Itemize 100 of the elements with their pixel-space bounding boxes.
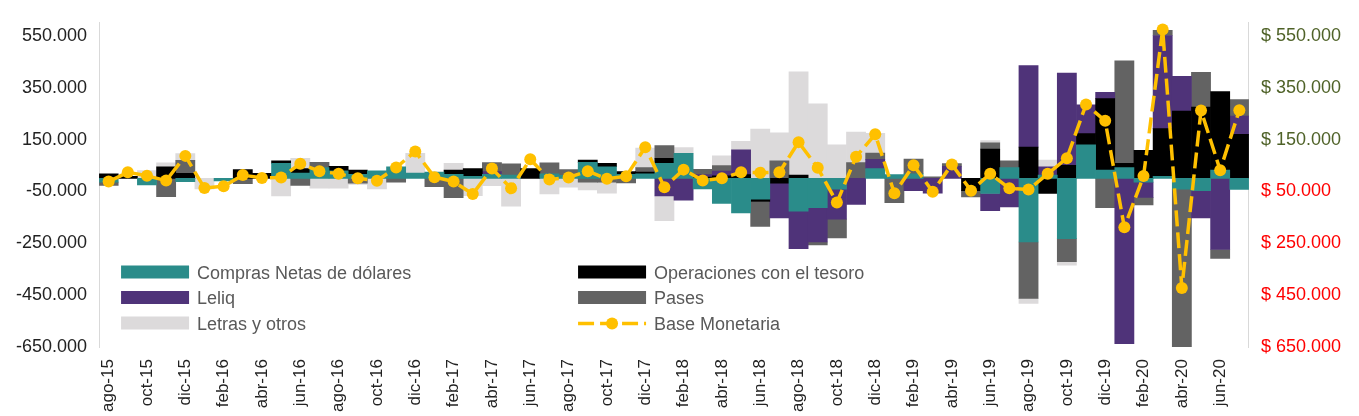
point: [524, 153, 537, 166]
point: [1041, 167, 1054, 180]
bar: [175, 178, 196, 182]
point: [1118, 221, 1131, 234]
bar: [635, 167, 656, 173]
point: [160, 174, 173, 187]
legend-label: Pases: [654, 288, 705, 309]
point: [409, 145, 422, 158]
point: [543, 173, 556, 186]
x-tick-label: feb-17: [443, 359, 463, 408]
point: [466, 188, 479, 201]
bar: [999, 160, 1020, 168]
bar: [1018, 146, 1039, 179]
point: [351, 172, 364, 185]
point: [102, 175, 115, 188]
legend-label: Letras y otros: [197, 313, 307, 334]
point: [332, 167, 345, 180]
point: [1022, 183, 1035, 196]
bar: [750, 201, 771, 227]
x-tick-label: ago-18: [788, 359, 808, 412]
bar: [1095, 178, 1116, 209]
point: [255, 171, 268, 184]
point: [715, 172, 728, 185]
legend-label: Base Monetaria: [654, 313, 782, 334]
x-tick-label: ago-16: [328, 359, 348, 412]
x-tick-label: oct-19: [1056, 359, 1076, 407]
bar: [1210, 249, 1231, 259]
bar: [1056, 238, 1077, 263]
point: [428, 171, 441, 184]
bar: [980, 140, 1001, 144]
x-tick-label: dic-16: [404, 359, 424, 406]
x-tick-label: ago-15: [98, 359, 118, 412]
x-tick-label: feb-19: [903, 359, 923, 408]
y2-tick-label: $ 250.000: [1260, 232, 1341, 253]
legend-label: Operaciones con el tesoro: [654, 262, 865, 283]
point: [121, 166, 134, 179]
point: [1137, 170, 1150, 183]
point: [370, 174, 383, 187]
point: [600, 172, 613, 185]
x-tick-label: feb-18: [673, 359, 693, 408]
point: [869, 128, 882, 141]
point: [179, 149, 192, 162]
point: [485, 162, 498, 175]
point: [945, 158, 958, 171]
y2-tick-label: $ 50.000: [1260, 180, 1331, 201]
x-tick-label: feb-16: [213, 359, 233, 408]
point: [562, 171, 575, 184]
y-tick-label: -450.000: [16, 284, 88, 305]
bar: [673, 147, 694, 154]
point: [620, 170, 633, 183]
x-tick-label: abr-18: [711, 359, 731, 409]
y-tick-label: 550.000: [21, 24, 88, 45]
x-tick-label: abr-17: [481, 359, 501, 409]
bar: [654, 195, 675, 222]
point: [696, 174, 709, 187]
x-tick-label: abr-20: [1171, 359, 1191, 409]
y-tick-label: 150.000: [21, 128, 88, 149]
y-tick-label: -250.000: [16, 232, 88, 253]
x-tick-label: dic-15: [174, 359, 194, 406]
point: [1195, 104, 1208, 117]
point: [965, 184, 978, 197]
bar: [1018, 241, 1039, 299]
bar: [290, 178, 311, 186]
y2-tick-label: $ 550.000: [1260, 24, 1341, 45]
bar: [654, 145, 675, 159]
point: [1099, 114, 1112, 127]
point: [1080, 98, 1093, 111]
point: [850, 150, 863, 163]
point: [1156, 23, 1169, 36]
y2-tick-label: $ 350.000: [1260, 76, 1341, 97]
y-tick-label: -50.000: [26, 180, 88, 201]
point: [217, 180, 230, 193]
point: [811, 161, 824, 174]
x-tick-label: jun-18: [749, 359, 769, 408]
bar: [1191, 72, 1211, 108]
x-tick-label: ago-17: [558, 359, 578, 412]
point: [198, 182, 211, 195]
x-tick-label: abr-16: [251, 359, 271, 409]
point: [1175, 281, 1188, 294]
x-tick-label: ago-19: [1018, 359, 1038, 412]
bar: [271, 160, 292, 164]
bar: [443, 163, 464, 171]
point: [1060, 152, 1073, 165]
bar: [1018, 65, 1039, 148]
x-tick-label: jun-19: [979, 359, 999, 408]
point: [639, 141, 652, 154]
x-tick-label: jun-17: [519, 359, 539, 408]
y2-tick-label: $ 650.000: [1260, 336, 1341, 357]
y-tick-label: -650.000: [16, 336, 88, 357]
bar: [1114, 60, 1135, 164]
x-tick-label: feb-20: [1133, 359, 1153, 408]
point: [792, 136, 805, 149]
x-tick-label: dic-17: [634, 359, 654, 406]
point: [390, 161, 403, 174]
bar: [769, 178, 790, 184]
x-tick-label: dic-18: [864, 359, 884, 406]
x-tick-label: dic-19: [1094, 359, 1114, 406]
x-tick-label: jun-16: [289, 359, 309, 408]
x-tick-label: jun-20: [1209, 359, 1229, 408]
point: [294, 157, 307, 170]
